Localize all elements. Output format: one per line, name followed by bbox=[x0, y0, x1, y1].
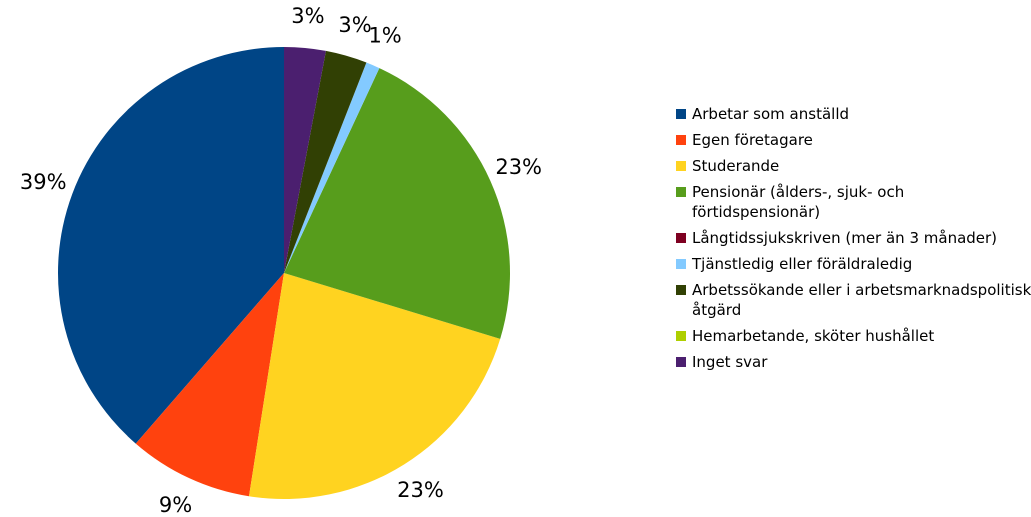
legend-swatch bbox=[676, 233, 686, 243]
data-label: 3% bbox=[291, 4, 324, 28]
legend-item: Studerande bbox=[676, 156, 1031, 176]
legend-item: Egen företagare bbox=[676, 130, 1031, 150]
legend-label: Egen företagare bbox=[692, 131, 813, 149]
legend-swatch bbox=[676, 135, 686, 145]
legend-swatch bbox=[676, 357, 686, 367]
pie-slice bbox=[284, 50, 367, 273]
legend-label: Långtidssjukskriven (mer än 3 månader) bbox=[692, 229, 998, 247]
legend-item: Hemarbetande, sköter hushållet bbox=[676, 326, 1031, 346]
data-label: 1% bbox=[368, 24, 401, 48]
legend-swatch bbox=[676, 331, 686, 341]
legend-item: Långtidssjukskriven (mer än 3 månader) bbox=[676, 228, 1031, 248]
legend-item: Inget svar bbox=[676, 352, 1031, 372]
legend-label: Arbetssökande eller i arbetsmarknadspoli… bbox=[692, 281, 1031, 319]
legend-label: Hemarbetande, sköter hushållet bbox=[692, 327, 935, 345]
data-label: 23% bbox=[397, 478, 444, 502]
legend-swatch bbox=[676, 109, 686, 119]
pie-slice bbox=[58, 47, 284, 444]
legend-item: Arbetssökande eller i arbetsmarknadspoli… bbox=[676, 280, 1031, 320]
legend-swatch bbox=[676, 187, 686, 197]
legend-item: Tjänstledig eller föräldraledig bbox=[676, 254, 1031, 274]
legend-label: Inget svar bbox=[692, 353, 768, 371]
legend-swatch bbox=[676, 259, 686, 269]
legend-item: Arbetar som anställd bbox=[676, 104, 1031, 124]
data-label: 39% bbox=[20, 170, 67, 194]
legend-label: Tjänstledig eller föräldraledig bbox=[692, 255, 913, 273]
legend-label: Pensionär (ålders-, sjuk- och förtidspen… bbox=[692, 183, 905, 221]
pie-slice bbox=[284, 68, 510, 339]
data-label: 3% bbox=[338, 13, 371, 37]
data-label: 9% bbox=[159, 493, 192, 517]
data-label: 23% bbox=[495, 155, 542, 179]
legend: Arbetar som anställd Egen företagare Stude… bbox=[676, 104, 1031, 378]
legend-label: Arbetar som anställd bbox=[692, 105, 850, 123]
pie-slice bbox=[135, 273, 284, 497]
pie-slice bbox=[284, 47, 326, 273]
legend-label: Studerande bbox=[692, 157, 780, 175]
legend-swatch bbox=[676, 285, 686, 295]
pie-slice bbox=[284, 62, 380, 273]
legend-swatch bbox=[676, 161, 686, 171]
pie-slice bbox=[248, 273, 501, 499]
legend-item: Pensionär (ålders-, sjuk- och förtidspen… bbox=[676, 182, 1031, 222]
